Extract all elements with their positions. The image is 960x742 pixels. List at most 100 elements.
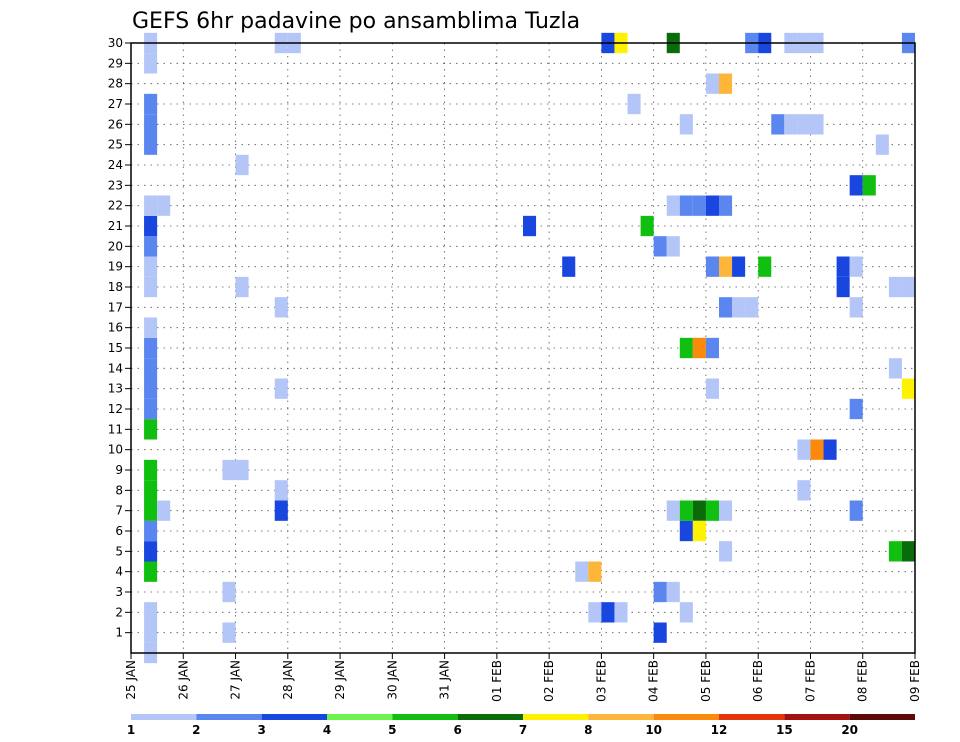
colorbar-segment [261, 714, 327, 720]
x-tick-label: 02 FEB [542, 660, 556, 702]
data-cell [705, 195, 719, 216]
data-cell [692, 195, 706, 216]
colorbar-label: 8 [584, 723, 592, 737]
y-tick-label: 26 [108, 117, 123, 131]
colorbar-label: 5 [388, 723, 396, 737]
data-cell [144, 93, 158, 115]
data-cell [222, 459, 236, 481]
data-cell [692, 337, 706, 359]
data-cell [523, 215, 537, 237]
y-tick-label: 11 [108, 422, 123, 436]
y-tick-label: 17 [108, 300, 123, 314]
data-cell [144, 317, 158, 338]
data-cell [601, 602, 615, 623]
data-cell [653, 236, 667, 257]
x-tick-label: 05 FEB [699, 660, 713, 702]
data-cell [888, 358, 902, 379]
x-tick-label: 01 FEB [490, 660, 504, 702]
y-tick-label: 13 [108, 382, 123, 396]
data-cell [888, 541, 902, 562]
y-tick-label: 28 [108, 77, 123, 91]
data-cells [144, 32, 915, 664]
data-cell [235, 154, 249, 176]
data-cell [719, 256, 733, 277]
y-tick-label: 4 [115, 565, 123, 579]
x-tick-label: 27 JAN [229, 660, 243, 700]
data-cell [144, 459, 158, 481]
data-cell [875, 134, 889, 155]
data-cell [144, 520, 158, 542]
x-tick-label: 08 FEB [856, 660, 870, 702]
y-tick-label: 22 [108, 199, 123, 213]
colorbar-label: 4 [323, 723, 331, 737]
data-cell [562, 256, 576, 277]
data-cell [862, 175, 876, 196]
y-tick-label: 5 [115, 544, 123, 558]
data-cell [679, 520, 693, 542]
data-cell [157, 500, 171, 521]
y-axis-ticks: 1234567891011121314151617181920212223242… [108, 36, 131, 640]
y-tick-label: 1 [115, 626, 123, 640]
colorbar-label: 12 [711, 723, 728, 737]
data-cell [575, 561, 589, 582]
chart-title: GEFS 6hr padavine po ansamblima Tuzla [132, 9, 580, 34]
data-cell [666, 195, 680, 216]
data-cell [705, 378, 719, 399]
y-tick-label: 8 [115, 483, 123, 497]
data-cell [849, 175, 863, 196]
y-tick-label: 3 [115, 585, 123, 599]
data-cell [771, 114, 785, 135]
data-cell [222, 622, 236, 643]
x-axis-ticks: 25 JAN 26 JAN 27 JAN 28 JAN 29 JAN 30 JAN 31 J… [124, 653, 922, 702]
data-cell [810, 439, 824, 460]
y-tick-label: 20 [108, 239, 123, 253]
data-cell [144, 541, 158, 562]
data-cell [274, 297, 288, 318]
data-cell [588, 602, 602, 623]
y-tick-label: 21 [108, 219, 123, 233]
data-cell [705, 256, 719, 277]
data-cell [849, 256, 863, 277]
y-tick-label: 23 [108, 178, 123, 192]
data-cell [705, 337, 719, 359]
y-tick-label: 14 [108, 361, 123, 375]
data-cell [719, 195, 733, 216]
data-cell [679, 337, 693, 359]
y-tick-label: 25 [108, 138, 123, 152]
x-tick-label: 25 JAN [124, 660, 138, 700]
data-cell [666, 236, 680, 257]
data-cell [745, 297, 759, 318]
x-tick-label: 04 FEB [647, 660, 661, 702]
data-cell [144, 378, 158, 399]
data-cell [614, 602, 628, 623]
data-cell [144, 195, 158, 216]
data-cell [679, 114, 693, 135]
y-tick-label: 15 [108, 341, 123, 355]
data-cell [144, 337, 158, 359]
data-cell [144, 419, 158, 440]
data-cell [144, 134, 158, 155]
colorbar-segment [653, 714, 719, 720]
y-tick-label: 18 [108, 280, 123, 294]
data-cell [640, 215, 654, 237]
data-cell [849, 500, 863, 521]
data-cell [705, 500, 719, 521]
y-tick-label: 24 [108, 158, 123, 172]
data-cell [627, 93, 641, 115]
x-tick-label: 30 JAN [385, 660, 399, 700]
data-cell [666, 581, 680, 603]
y-tick-label: 6 [115, 524, 123, 538]
data-cell [144, 114, 158, 135]
data-cell [797, 114, 811, 135]
colorbar-label: 2 [192, 723, 200, 737]
data-cell [222, 581, 236, 603]
data-cell [719, 541, 733, 562]
data-cell [732, 256, 746, 277]
data-cell [901, 276, 915, 298]
data-cell [692, 520, 706, 542]
y-tick-label: 29 [108, 56, 123, 70]
data-cell [653, 581, 667, 603]
y-tick-label: 27 [108, 97, 123, 111]
colorbar-label: 10 [645, 723, 662, 737]
x-tick-label: 26 JAN [176, 660, 190, 700]
